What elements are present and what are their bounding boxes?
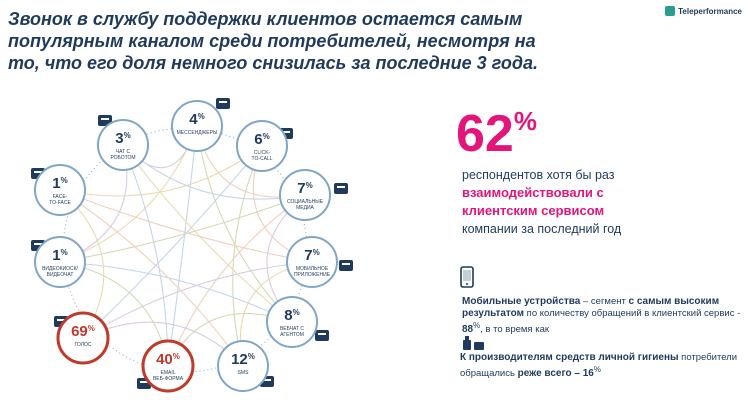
chat-bubble-icon [216, 98, 230, 109]
node-circle [34, 164, 86, 216]
connection-curve [122, 144, 169, 367]
stat-big-number: 62% [456, 105, 537, 163]
connection-curve [82, 261, 313, 339]
node-circle [97, 119, 149, 171]
teleperformance-logo: Teleperformance [665, 4, 742, 18]
stat-line-1: респондентов хотя бы раз [462, 168, 615, 182]
hygiene-products-icon [463, 336, 484, 350]
node-label: ГОЛОС [74, 342, 91, 348]
node-label: ВИДЕОЧАТ [47, 272, 74, 278]
node-label: ВЕБ-ФОРМА [153, 376, 184, 382]
node-label: РОБОТОМ [110, 155, 135, 161]
connection-curve [59, 189, 244, 367]
channel-node: 6%CLICK-TO-CALL [236, 120, 293, 172]
stat-highlight-2: клиентским сервисом [462, 203, 605, 218]
node-circle [236, 120, 288, 172]
node-label: ПРИЛОЖЕНИЕ [294, 272, 331, 278]
mobile-app-icon [339, 260, 353, 271]
connection-curve [59, 145, 263, 197]
node-circle [141, 339, 195, 393]
node-label: FACE- [53, 194, 68, 200]
stat-highlight-1: взаимодействовали с [462, 185, 604, 200]
node-label: ВЕБЧАТ С [280, 326, 304, 332]
mobile-note: Мобильные устройства – сегмент с самым в… [462, 296, 741, 336]
webchat-agent-icon [315, 330, 329, 341]
node-label: МОБИЛЬНОЕ [296, 266, 329, 272]
connection-curve [196, 125, 293, 323]
connection-curve [167, 125, 198, 367]
channel-node: 4%МЕССЕНДЖЕРЫ [171, 98, 230, 152]
connection-curve [232, 145, 263, 367]
node-circle [171, 100, 223, 152]
node-circle [279, 169, 331, 221]
channel-node: 1%FACE-TO-FACE [31, 164, 86, 216]
channel-node: 1%ВИДЕОКИОСК/ВИДЕОЧАТ [31, 236, 86, 288]
logo-mark-icon [665, 6, 676, 16]
stat-big-percent: % [513, 106, 537, 136]
node-label: ЧАТ С [116, 149, 131, 155]
stat-description: респондентов хотя бы раз взаимодействова… [462, 166, 712, 238]
node-label: ВИДЕОКИОСК/ [42, 266, 78, 272]
connection-curve [82, 145, 263, 339]
node-label: МЕССЕНДЖЕРЫ [177, 130, 218, 136]
node-label: АГЕНТОМ [280, 332, 304, 338]
connection-curve [59, 194, 306, 263]
connection-curve [59, 189, 313, 263]
stat-line-2: компании за последний год [462, 222, 622, 236]
hygiene-note: К производителям средств личной гигиены … [460, 352, 738, 380]
connection-curve [122, 144, 293, 323]
node-label: EMAIL [160, 370, 175, 376]
node-label: TO-FACE [49, 200, 71, 206]
node-circle [266, 296, 318, 348]
headline: Звонок в службу поддержки клиентов остае… [8, 9, 538, 73]
node-label: CLICK- [254, 150, 271, 156]
channel-node: 12%SMS [217, 340, 274, 392]
logo-text: Teleperformance [678, 6, 742, 16]
node-label: TO-CALL [251, 156, 272, 162]
mobile-device-icon [460, 266, 474, 288]
connection-curve [59, 261, 293, 323]
node-label: МЕДИА [296, 205, 314, 211]
node-circle [286, 236, 338, 288]
node-label: SMS [238, 370, 250, 376]
connection-curve [167, 194, 306, 367]
channel-node: 69%ГОЛОС [54, 311, 110, 365]
node-label: СОЦИАЛЬНЫЕ [287, 199, 324, 205]
social-network-icon [334, 183, 348, 194]
node-circle [34, 236, 86, 288]
node-circle [217, 340, 269, 392]
robot-chat-icon [98, 115, 112, 126]
node-circle [56, 311, 110, 365]
